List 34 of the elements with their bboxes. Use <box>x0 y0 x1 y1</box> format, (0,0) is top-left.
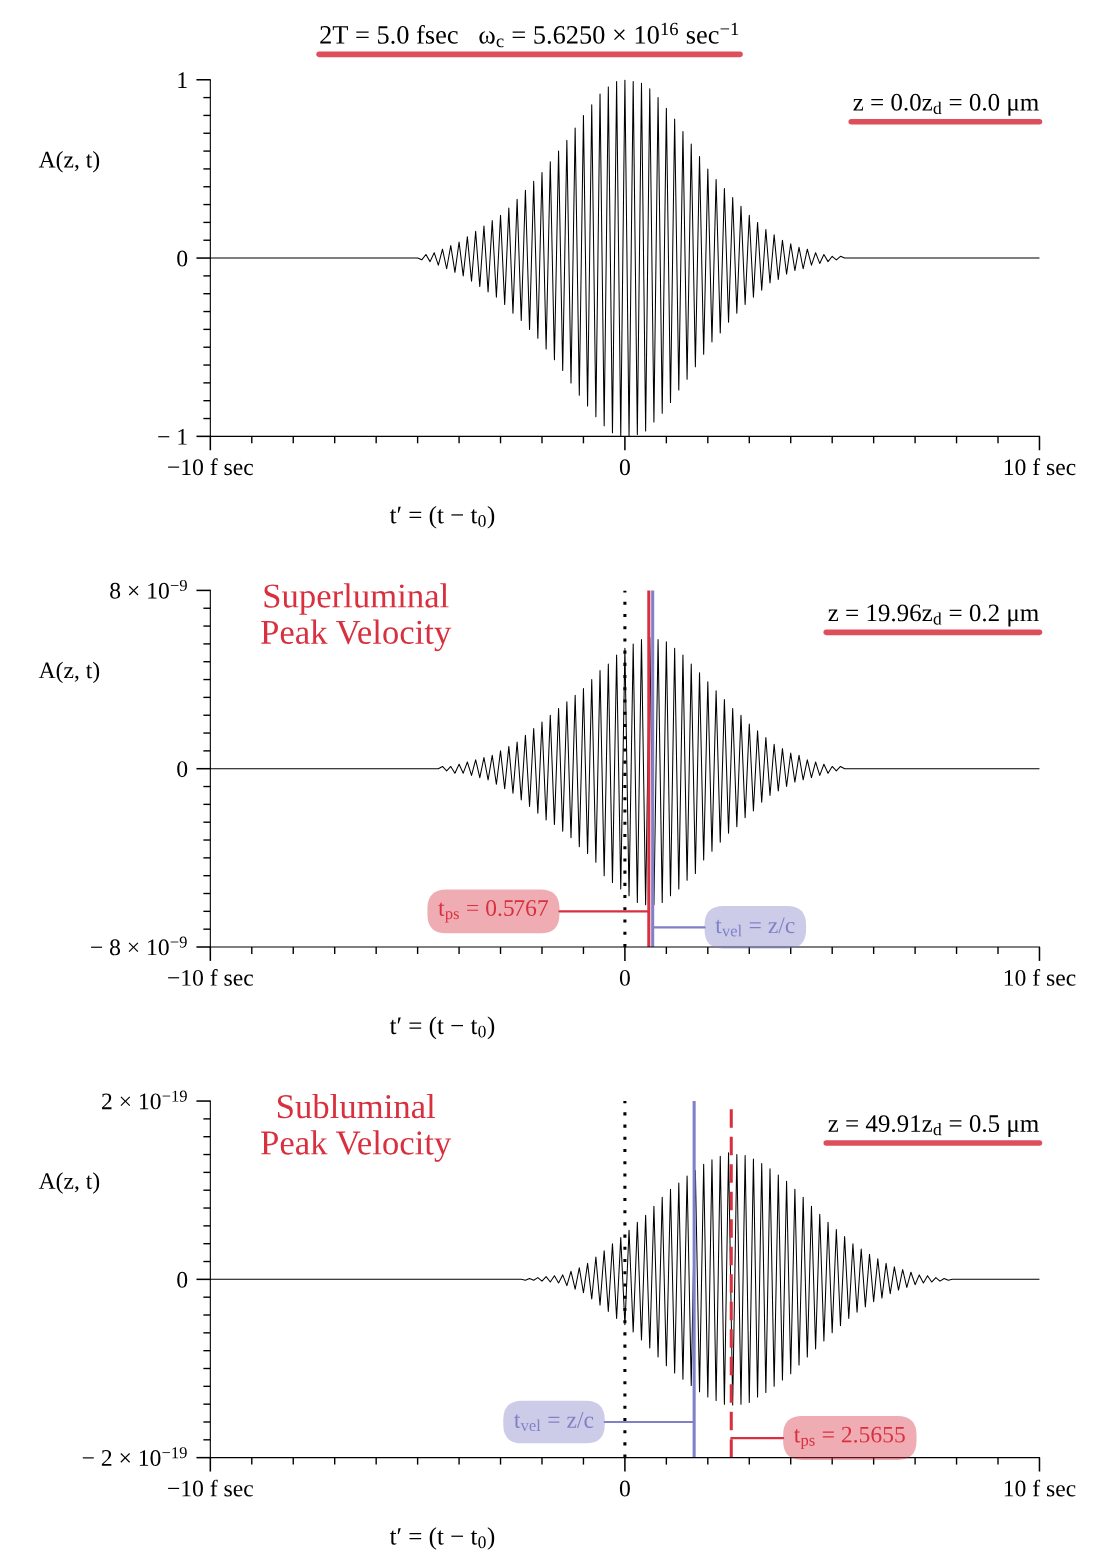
x-axis-title: t′ = (t − t$_{0}$) <box>389 505 495 529</box>
ref-line-label: t$_{ps}$ = 0.5767 <box>438 900 549 923</box>
annotation: Subluminal Peak Velocity <box>261 1093 452 1162</box>
ref-line-label: t$_{vel}$ = z/c <box>514 1412 594 1432</box>
x-axis-title: t′ = (t − t$_{0}$) <box>389 1527 495 1550</box>
y-tick-label: 8 × 10$^{−9}$ <box>110 579 187 599</box>
y-tick-label: 1 <box>178 72 187 88</box>
y-axis-title: A(z, t) <box>38 1172 100 1194</box>
y-tick-label: − 8 × 10$^{−9}$ <box>91 936 187 956</box>
y-axis-title: A(z, t) <box>38 661 100 684</box>
x-tick-label: −10 f sec <box>168 968 253 986</box>
ref-line-label: t$_{ps}$ = 2.5655 <box>793 1426 905 1450</box>
x-tick-label: 0 <box>619 459 630 476</box>
y-tick-label: 0 <box>177 761 188 778</box>
y-tick-label: 2 × 10$^{−19}$ <box>102 1090 187 1110</box>
annotation: z = 19.96z$_{d}$ = 0.2 μm <box>828 604 1039 627</box>
x-tick-label: 10 f sec <box>1004 458 1076 476</box>
y-axis-title: A(z, t) <box>38 151 100 173</box>
annotation: z = 49.91z$_{d}$ = 0.5 μm <box>828 1115 1039 1138</box>
x-tick-label: 0 <box>619 1480 630 1497</box>
x-tick-label: 10 f sec <box>1004 968 1076 986</box>
x-tick-label: −10 f sec <box>168 458 253 476</box>
x-axis-title: t′ = (t − t$_{0}$) <box>389 1016 495 1040</box>
annotation: Superluminal Peak Velocity <box>261 583 452 652</box>
x-tick-label: 0 <box>619 969 630 986</box>
annotation: z = 0.0z$_{d}$ = 0.0 μm <box>853 93 1039 116</box>
x-tick-label: −10 f sec <box>168 1479 253 1497</box>
y-tick-label: − 1 <box>158 428 187 445</box>
ref-line-label: t$_{vel}$ = z/c <box>715 917 795 937</box>
y-tick-label: 0 <box>177 1271 188 1288</box>
x-tick-label: 10 f sec <box>1004 1479 1076 1497</box>
y-tick-label: 0 <box>177 250 188 267</box>
y-tick-label: − 2 × 10$^{−19}$ <box>82 1447 187 1466</box>
chart-title: 2T = 5.0 fsec ω$_{c}$ = 5.6250 × 10$^{16}$ sec$^{−1}$ <box>320 22 739 48</box>
